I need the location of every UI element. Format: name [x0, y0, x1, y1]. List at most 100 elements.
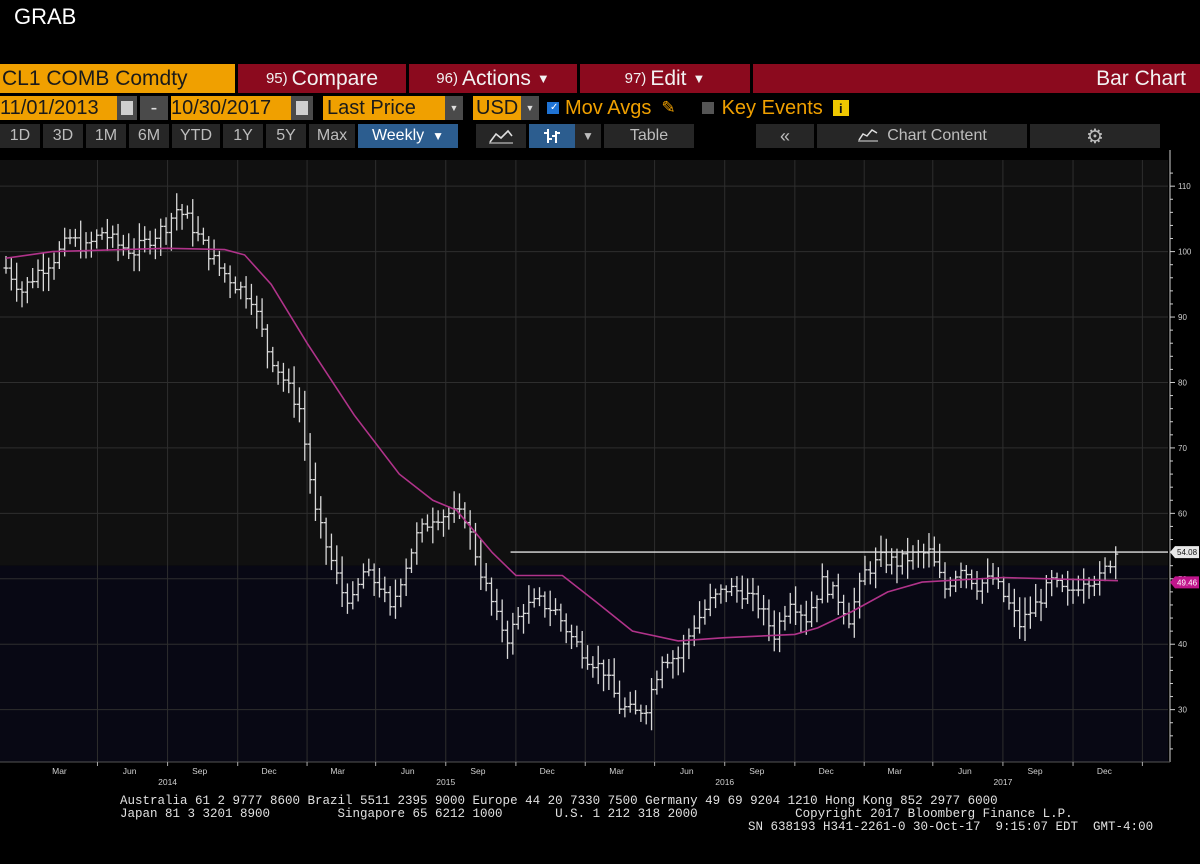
ohlc-bar [334, 545, 340, 585]
ohlc-bar [163, 217, 169, 245]
window-title: GRAB [14, 4, 77, 29]
svg-text:49.46: 49.46 [1177, 578, 1198, 587]
period-max[interactable]: Max [309, 124, 355, 148]
ohlc-bar [777, 612, 783, 653]
ohlc-bar [115, 223, 121, 262]
ohlc-bar [787, 592, 793, 624]
ohlc-bar [718, 584, 724, 604]
chevron-down-icon[interactable]: ▼ [575, 124, 601, 148]
compare-button[interactable]: 95) Compare [238, 64, 406, 93]
ohlc-bar [104, 218, 110, 251]
mov-avgs-label: Mov Avgs [565, 96, 652, 119]
field-value: Last Price [327, 96, 416, 119]
ohlc-bar [595, 645, 601, 685]
ohlc-bar [937, 543, 943, 579]
ohlc-bar [360, 563, 366, 589]
ohlc-bar [355, 578, 361, 602]
ohlc-bar [1070, 578, 1076, 604]
ohlc-bar [190, 199, 196, 247]
ohlc-bar [264, 324, 270, 369]
ticker-field[interactable]: CL1 COMB Comdty [0, 64, 235, 93]
mov-avgs-toggle[interactable]: ✓ Mov Avgs ✎ [547, 97, 676, 120]
start-date-value: 11/01/2013 [0, 96, 99, 119]
ohlc-bar [168, 212, 174, 251]
ohlc-bar [1043, 574, 1049, 608]
calendar-icon[interactable] [117, 96, 137, 120]
key-events-toggle[interactable]: Key Events i [701, 97, 849, 120]
checkbox-checked-icon[interactable]: ✓ [547, 102, 559, 114]
y-tick-label: 110 [1178, 182, 1191, 191]
period-1m[interactable]: 1M [86, 124, 126, 148]
field-select[interactable]: Last Price [323, 96, 445, 120]
period-5y[interactable]: 5Y [266, 124, 306, 148]
x-tick-label: Dec [261, 766, 277, 776]
ohlc-bar [403, 558, 409, 597]
ohlc-bar [894, 548, 900, 584]
x-year-label: 2015 [436, 777, 455, 787]
collapse-icon[interactable]: « [756, 124, 814, 148]
ohlc-bar [1027, 596, 1033, 629]
period-ytd[interactable]: YTD [172, 124, 220, 148]
x-tick-label: Jun [958, 766, 972, 776]
price-chart[interactable]: 30405060708090100110MarJun2014SepDecMarJ… [0, 150, 1200, 800]
ohlc-bar [40, 252, 46, 292]
edit-button[interactable]: 97) Edit ▼ [580, 64, 750, 93]
ticker-label: CL1 COMB Comdty [2, 66, 188, 90]
period-1y[interactable]: 1Y [223, 124, 263, 148]
ohlc-bar [3, 255, 9, 274]
ohlc-bar [51, 252, 57, 280]
info-icon[interactable]: i [832, 100, 849, 116]
ohlc-bar [558, 603, 564, 632]
ohlc-bar [24, 277, 30, 304]
period-1d[interactable]: 1D [0, 124, 40, 148]
ohlc-bar [585, 645, 591, 670]
actions-button[interactable]: 96) Actions ▼ [409, 64, 577, 93]
view-title-bar: Bar Chart [753, 64, 1200, 93]
date-controls: 11/01/2013 - 10/30/2017 Last Price ▼ USD… [0, 96, 1200, 120]
frequency-select[interactable]: Weekly ▼ [358, 124, 458, 148]
pencil-icon[interactable]: ✎ [661, 98, 676, 117]
last-price-tag: 54.08 [1170, 546, 1199, 559]
ohlc-bar [398, 578, 404, 608]
end-date-input[interactable]: 10/30/2017 [171, 96, 291, 120]
ohlc-bar [526, 585, 532, 624]
currency-select[interactable]: USD [473, 96, 521, 120]
ohlc-bar [254, 295, 260, 329]
chart-content-button[interactable]: Chart Content [817, 124, 1027, 148]
ohlc-bar [926, 533, 932, 568]
ohlc-bar [809, 591, 815, 628]
edit-label: Edit [650, 66, 687, 90]
ohlc-bar [1054, 572, 1060, 588]
ohlc-bar [771, 610, 777, 652]
period-3d[interactable]: 3D [43, 124, 83, 148]
ohlc-bar [19, 281, 25, 308]
ohlc-bar [857, 572, 863, 619]
ohlc-bar [344, 583, 350, 614]
ohlc-bar [259, 298, 265, 337]
period-6m[interactable]: 6M [129, 124, 169, 148]
line-chart-icon[interactable] [476, 124, 526, 148]
start-date-input[interactable]: 11/01/2013 [0, 96, 117, 120]
ohlc-bar [590, 656, 596, 678]
ohlc-bar [94, 229, 100, 249]
ohlc-bar [606, 659, 612, 691]
calendar-icon[interactable] [291, 96, 313, 120]
ohlc-bar [179, 203, 185, 230]
chevron-down-icon[interactable]: ▼ [445, 96, 463, 120]
chevron-down-icon[interactable]: ▼ [521, 96, 539, 120]
table-button[interactable]: Table [604, 124, 694, 148]
ohlc-bar [302, 390, 308, 461]
bar-chart-icon[interactable] [529, 124, 575, 148]
ohlc-bar [499, 599, 505, 643]
settings-icon[interactable]: ⚙ [1030, 124, 1160, 148]
view-title: Bar Chart [1096, 66, 1186, 90]
x-tick-label: Jun [401, 766, 415, 776]
ohlc-bar [734, 576, 740, 603]
y-tick-label: 60 [1178, 509, 1187, 518]
ohlc-bar [1006, 583, 1012, 610]
ohlc-bar [30, 267, 36, 289]
checkbox-unchecked-icon[interactable] [701, 102, 714, 114]
ohlc-bar [307, 433, 313, 494]
ohlc-bar [702, 599, 708, 625]
ohlc-bar [248, 283, 254, 315]
